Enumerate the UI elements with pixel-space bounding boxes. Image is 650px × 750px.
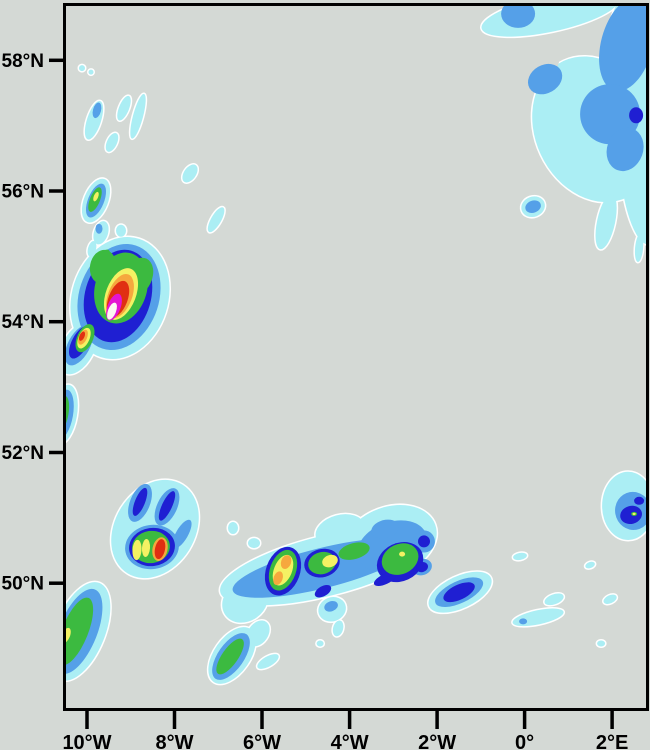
precip-contour-cell: [236, 581, 244, 588]
precip-contour-cell: [130, 93, 146, 139]
precip-contour-cell: [481, 6, 619, 37]
precip-contour-cell: [519, 618, 528, 625]
precip-contour-cell: [585, 561, 595, 569]
precip-contour-cell: [280, 555, 292, 569]
precip-contour-cell: [399, 551, 406, 557]
x-tick-label: 0°: [515, 732, 534, 750]
precip-contour-cell: [322, 554, 338, 568]
precip-contour-cell: [228, 522, 238, 534]
x-tick-label: 10°W: [62, 732, 111, 750]
precip-contour-cell: [603, 594, 617, 604]
precip-contour-cell: [257, 654, 279, 669]
y-axis: 58°N 56°N 54°N 52°N 50°N: [2, 51, 65, 595]
precip-contour-cell: [525, 200, 541, 213]
precip-contour-cell: [158, 491, 176, 521]
plot-frame: [63, 3, 649, 711]
precip-contour-cell: [332, 620, 344, 637]
precip-contour-cell: [78, 331, 86, 341]
precip-contour-cell: [501, 6, 536, 28]
precip-contour-cell: [620, 505, 642, 525]
x-tick-label: 8°W: [156, 732, 194, 750]
precip-contour-cell: [597, 640, 606, 647]
precip-contour-cell: [315, 514, 365, 548]
precip-contour-cell: [116, 224, 126, 237]
precip-contour-cell: [141, 539, 151, 557]
precip-contour-cell: [634, 233, 644, 262]
precip-contour-cell: [606, 127, 644, 172]
precip-contour-cell: [324, 601, 338, 612]
precip-contour-cell: [629, 107, 644, 124]
x-tick-label: 2°E: [596, 732, 628, 750]
precip-contour-cell: [107, 302, 117, 320]
y-tick-label: 52°N: [2, 443, 44, 464]
y-tick-label: 58°N: [2, 51, 44, 72]
precip-contour-cell: [95, 223, 103, 234]
precip-contour-cell: [89, 249, 117, 284]
precip-contour-cell: [132, 487, 148, 516]
precip-contour-cell: [544, 593, 564, 606]
precip-contour-cell: [246, 620, 270, 647]
y-tick-label: 54°N: [2, 312, 44, 333]
precip-contour-cell: [595, 194, 617, 250]
precip-contour-cell: [207, 207, 225, 233]
x-tick-label: 2°W: [418, 732, 456, 750]
precipitation-field: [66, 6, 646, 686]
x-axis: 10°W 8°W 6°W 4°W 2°W 0° 2°E: [62, 711, 628, 750]
precip-contour-cell: [117, 95, 131, 121]
precip-contour-cell: [248, 538, 260, 549]
precip-contour-cell: [418, 535, 430, 548]
x-tick-label: 6°W: [243, 732, 281, 750]
precip-contour-cell: [416, 561, 428, 573]
precip-contour-cell: [527, 63, 563, 95]
precip-contour-cell: [443, 582, 475, 603]
precip-contour-cell: [92, 102, 102, 119]
precip-contour-cell: [132, 539, 142, 561]
precip-contour-cell: [105, 133, 119, 152]
precip-contour-cell: [273, 571, 283, 586]
precip-contour-cell: [66, 597, 94, 666]
precip-contour-cell: [371, 519, 399, 539]
precip-contour-cell: [599, 6, 646, 92]
precip-contour-cell: [66, 627, 71, 643]
precip-contour-cell: [632, 512, 636, 516]
precip-contour-cell: [634, 496, 645, 505]
x-tick-label: 4°W: [331, 732, 369, 750]
precip-contour-cell: [88, 69, 94, 75]
precip-contour-cell: [338, 542, 370, 560]
y-tick-label: 56°N: [2, 182, 44, 203]
precip-contour-cell: [154, 539, 166, 560]
precip-contour-cell: [314, 584, 332, 598]
y-tick-label: 50°N: [2, 574, 44, 595]
precip-contour-cell: [381, 543, 419, 575]
precip-contour-cell: [93, 191, 99, 202]
precip-contour-cell: [513, 552, 527, 561]
precip-contour-cell: [216, 638, 244, 675]
precip-contour-cell: [79, 65, 85, 72]
precip-contour-cell: [373, 572, 397, 587]
precip-contour-cell: [182, 164, 198, 183]
precip-contour-cell: [316, 640, 324, 647]
